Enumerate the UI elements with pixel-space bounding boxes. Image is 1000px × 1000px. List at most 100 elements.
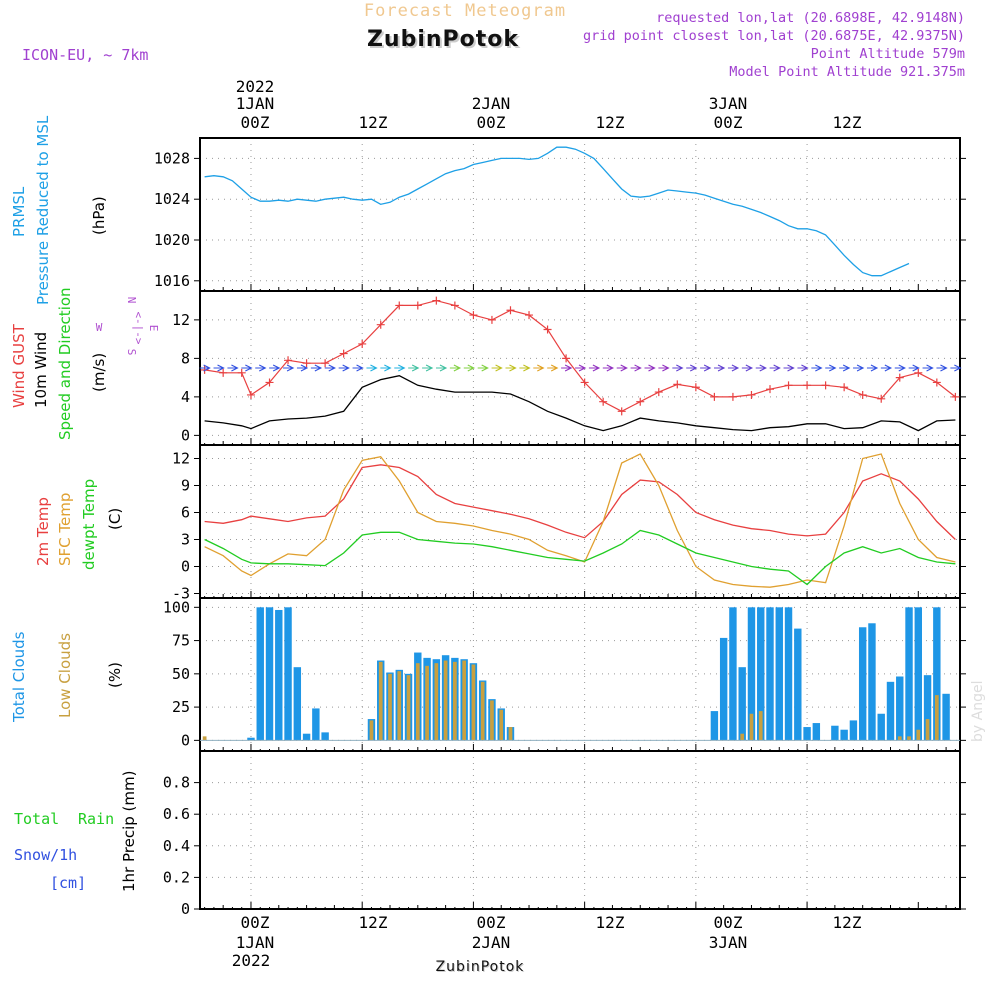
low-cloud-bar: [378, 661, 383, 741]
low-cloud-bar: [406, 675, 411, 741]
bottom-tick-label: 00Z: [477, 913, 506, 932]
wind-direction-arrow: [380, 364, 392, 372]
gust-marker: [617, 407, 626, 416]
gust-marker: [803, 381, 812, 390]
low-cloud-bar: [415, 663, 420, 741]
snow-label: Snow/1h: [14, 846, 77, 864]
wind-direction-arrow: [561, 364, 573, 372]
gust-marker: [339, 349, 348, 358]
total-cloud-bar: [729, 607, 737, 741]
wind-direction-arrow: [839, 364, 851, 372]
gust-marker: [636, 397, 645, 406]
gust-marker: [858, 390, 867, 399]
total-cloud-bar: [284, 607, 292, 741]
wind-speed-line: [204, 375, 956, 432]
wind-direction-arrow: [547, 364, 559, 372]
total-cloud-bar: [896, 676, 904, 741]
low-cloud-bar: [443, 660, 448, 741]
precip-panel: 0 0.2 0.4 0.6 0.8: [163, 750, 966, 918]
total-cloud-bar: [757, 607, 765, 741]
low-cloud-bar: [897, 736, 902, 741]
total-cloud-bar: [794, 628, 802, 741]
total-cloud-bar: [265, 607, 274, 741]
y-tick-label: 25: [172, 698, 190, 716]
gust-marker: [877, 394, 886, 403]
gust-marker: [246, 390, 255, 399]
gust-marker: [525, 311, 534, 320]
low-cloud-bar: [462, 660, 466, 741]
top-tick-label: 00Z: [477, 113, 506, 132]
model-label: ICON-EU, ~ 7km: [22, 46, 148, 64]
wind-direction-arrow: [477, 364, 489, 372]
top-tick-label: 12Z: [596, 113, 625, 132]
y-tick-label: 50: [172, 665, 190, 683]
low-cloud-bar: [749, 713, 754, 741]
precip-frame: [199, 750, 961, 910]
dewpt-label: dewpt Temp: [80, 479, 98, 570]
low-clouds-label: Low Clouds: [56, 633, 74, 718]
y-tick-label: 0: [181, 558, 190, 576]
total-cloud-bar: [302, 733, 311, 741]
wind-direction-arrow: [672, 364, 684, 372]
wind-direction-arrow: [714, 364, 726, 372]
wind-direction-arrow: [658, 364, 670, 372]
low-cloud-bar: [480, 681, 485, 741]
total-cloud-bar: [775, 607, 783, 741]
compass-arrows: <-|->: [132, 311, 145, 344]
pressure-labels: PRMSL Pressure Reduced to MSL (hPa): [10, 115, 108, 305]
total-cloud-bar: [321, 732, 329, 741]
gust-marker: [599, 397, 608, 406]
total-cloud-bar: [803, 727, 811, 741]
grid-point-coordinates: grid point closest lon,lat (20.6875E, 42…: [583, 28, 965, 44]
clouds-unit: (%): [106, 662, 124, 688]
gust-marker: [432, 296, 441, 305]
low-cloud-bar: [499, 709, 504, 741]
gust-marker: [219, 368, 228, 377]
bottom-day-label: 1JAN: [236, 933, 275, 952]
total-cloud-bar: [877, 713, 885, 741]
gust-marker: [728, 392, 737, 401]
total-cloud-bar: [905, 607, 913, 741]
low-cloud-bar: [490, 700, 494, 741]
total-cloud-bar: [766, 607, 774, 741]
y-tick-label: 9: [181, 477, 190, 495]
low-cloud-bar: [907, 736, 911, 741]
wind-direction-arrow: [533, 364, 545, 372]
total-cloud-bar: [914, 607, 922, 741]
low-cloud-bar: [425, 665, 429, 741]
y-tick-label: 6: [181, 504, 190, 522]
wind-direction-arrow: [505, 364, 517, 372]
total-cloud-bar: [933, 607, 941, 741]
precip-axis-label: 1hr Precip (mm): [120, 771, 138, 892]
y-tick-label: 3: [181, 531, 190, 549]
gust-marker: [413, 301, 422, 310]
bottom-year-label: 2022: [232, 951, 271, 970]
gust-marker: [487, 315, 496, 324]
wind-direction-arrow: [616, 364, 628, 372]
wind-direction-arrow: [811, 364, 823, 372]
wind-gust-label: Wind GUST: [10, 323, 28, 408]
low-cloud-bar: [397, 671, 402, 741]
gust-marker: [673, 380, 682, 389]
gust-marker: [284, 356, 293, 365]
footer-location-main: ZubinPotok: [436, 959, 525, 975]
top-tick-label: 00Z: [714, 113, 743, 132]
total-cloud-bar: [886, 681, 895, 741]
compass-west: W: [96, 321, 103, 334]
bottom-day-label: 2JAN: [472, 933, 511, 952]
gust-marker: [895, 373, 904, 382]
footer-location: ZubinPotok: [437, 960, 526, 976]
y-tick-label: 1024: [154, 190, 190, 208]
wind-direction-arrow: [255, 364, 267, 372]
wind-direction-arrow: [338, 364, 350, 372]
wind-direction-arrow: [741, 364, 754, 372]
gust-marker: [821, 381, 830, 390]
gust-marker: [543, 325, 552, 334]
low-cloud-bar: [471, 664, 476, 741]
gust-marker: [654, 388, 663, 397]
y-tick-label: 0: [181, 900, 190, 918]
precip-labels: Total Rain Snow/1h [cm] 1hr Precip (mm): [14, 771, 138, 892]
gust-marker: [766, 385, 774, 394]
temp-unit: (C): [106, 508, 124, 530]
wind-direction-arrow: [686, 364, 698, 372]
